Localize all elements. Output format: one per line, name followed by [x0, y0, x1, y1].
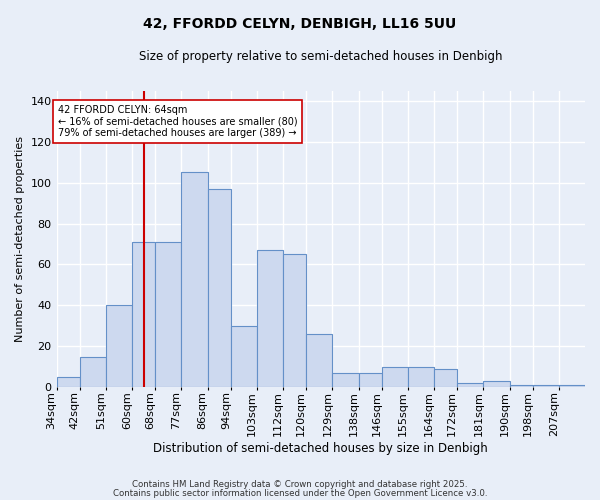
Title: Size of property relative to semi-detached houses in Denbigh: Size of property relative to semi-detach… — [139, 50, 503, 63]
Bar — [457, 383, 484, 388]
Bar — [306, 334, 332, 388]
Bar — [132, 242, 155, 388]
Bar — [106, 306, 132, 388]
Bar — [559, 385, 585, 388]
Bar — [155, 242, 181, 388]
Y-axis label: Number of semi-detached properties: Number of semi-detached properties — [15, 136, 25, 342]
Bar — [80, 356, 106, 388]
Bar — [56, 377, 80, 388]
Bar — [434, 369, 457, 388]
Text: Contains public sector information licensed under the Open Government Licence v3: Contains public sector information licen… — [113, 489, 487, 498]
Bar — [181, 172, 208, 388]
Bar — [408, 367, 434, 388]
X-axis label: Distribution of semi-detached houses by size in Denbigh: Distribution of semi-detached houses by … — [154, 442, 488, 455]
Bar — [332, 373, 359, 388]
Bar — [509, 385, 533, 388]
Bar — [231, 326, 257, 388]
Bar — [359, 373, 382, 388]
Text: 42 FFORDD CELYN: 64sqm
← 16% of semi-detached houses are smaller (80)
79% of sem: 42 FFORDD CELYN: 64sqm ← 16% of semi-det… — [58, 105, 298, 138]
Bar — [484, 381, 509, 388]
Text: 42, FFORDD CELYN, DENBIGH, LL16 5UU: 42, FFORDD CELYN, DENBIGH, LL16 5UU — [143, 18, 457, 32]
Bar — [382, 367, 408, 388]
Bar — [283, 254, 306, 388]
Bar — [208, 189, 231, 388]
Text: Contains HM Land Registry data © Crown copyright and database right 2025.: Contains HM Land Registry data © Crown c… — [132, 480, 468, 489]
Bar — [257, 250, 283, 388]
Bar — [533, 385, 559, 388]
